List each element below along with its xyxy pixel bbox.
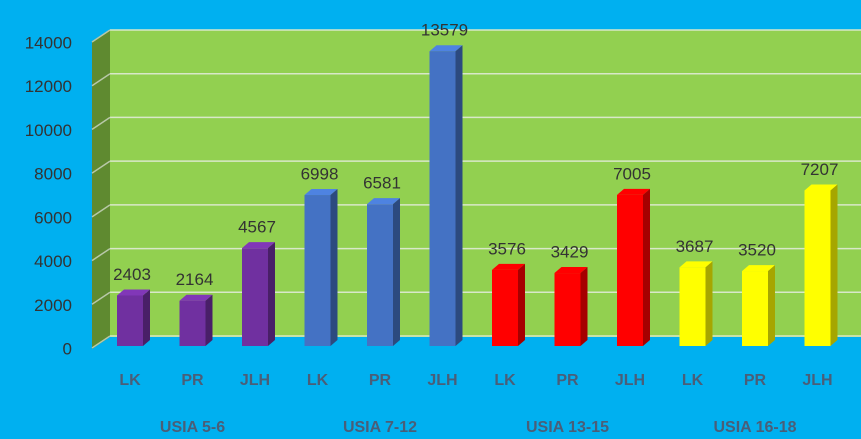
x-tick-label: JLH (615, 372, 645, 389)
grid-line-side (91, 116, 111, 131)
group-label: USIA 13-15 (526, 419, 609, 436)
grid-line-side (91, 204, 111, 218)
data-label: 4567 (238, 218, 276, 237)
bar-side (268, 242, 275, 346)
bar-top (117, 289, 150, 296)
data-label: 3429 (551, 243, 589, 262)
back-wall (110, 30, 861, 337)
bar (804, 190, 831, 346)
bar (492, 269, 518, 346)
x-tick-label: PR (556, 372, 579, 389)
y-tick-label: 2000 (34, 296, 72, 315)
data-label: 3576 (488, 239, 526, 258)
bar-side (330, 189, 338, 346)
bar-side (580, 267, 588, 346)
group-label: USIA 16-18 (714, 419, 797, 436)
x-tick-label: LK (494, 372, 516, 389)
data-label: 6998 (301, 165, 339, 184)
bar-top (679, 261, 713, 268)
y-tick-label: 0 (63, 339, 72, 358)
bar-top (242, 242, 275, 249)
group-label: USIA 5-6 (160, 419, 225, 436)
grid-line-side (91, 335, 111, 349)
bar-top (492, 263, 525, 270)
bar-side (393, 198, 400, 346)
data-label: 3687 (676, 237, 714, 256)
grid-line-side (91, 29, 111, 43)
bar-top (429, 45, 463, 52)
x-tick-label: LK (119, 372, 141, 389)
bar (179, 300, 206, 346)
bar (554, 273, 581, 346)
x-tick-label: LK (682, 372, 704, 389)
y-tick-label: 8000 (34, 165, 72, 184)
bar-side (143, 289, 150, 346)
data-label: 7207 (801, 160, 839, 179)
bar-top (804, 184, 838, 191)
bar-side (205, 294, 213, 346)
x-tick-label: JLH (240, 372, 270, 389)
bar (242, 248, 268, 346)
bar (117, 295, 143, 346)
bar (742, 271, 768, 346)
data-label: 3520 (738, 241, 776, 260)
x-tick-label: PR (744, 372, 767, 389)
data-label: 2403 (113, 265, 151, 284)
y-tick-label: 12000 (25, 77, 72, 96)
x-tick-label: LK (307, 372, 329, 389)
bar-top (304, 189, 338, 196)
bar (304, 195, 331, 346)
y-tick-label: 4000 (34, 252, 72, 271)
side-wall (92, 30, 110, 349)
y-tick-label: 6000 (34, 208, 72, 227)
grid-line-side (91, 247, 111, 262)
bar-top (554, 267, 588, 274)
bar-side (768, 265, 775, 346)
grid-line-side (91, 160, 111, 174)
x-tick-label: PR (181, 372, 204, 389)
bar (679, 267, 706, 346)
y-tick-label: 14000 (25, 33, 72, 52)
data-label: 13579 (421, 21, 468, 40)
bar-side (643, 188, 650, 346)
bar (617, 194, 643, 346)
bar-side (705, 261, 713, 346)
x-tick-label: JLH (802, 372, 832, 389)
data-label: 2164 (176, 270, 214, 289)
x-tick-label: JLH (427, 372, 457, 389)
bar-side (455, 45, 463, 347)
bar-side (830, 184, 838, 346)
y-tick-label: 10000 (25, 121, 72, 140)
bar-top (742, 265, 775, 272)
bar (429, 51, 456, 347)
group-label: USIA 7-12 (343, 419, 417, 436)
data-label: 7005 (613, 164, 651, 183)
bar-top (617, 188, 650, 195)
bar-side (518, 263, 525, 346)
grid-line-side (91, 291, 111, 305)
bar (367, 204, 393, 346)
bar-top (179, 294, 213, 301)
x-tick-label: PR (369, 372, 392, 389)
data-label: 6581 (363, 174, 401, 193)
grid-line-side (91, 73, 111, 87)
bar-top (367, 198, 400, 205)
